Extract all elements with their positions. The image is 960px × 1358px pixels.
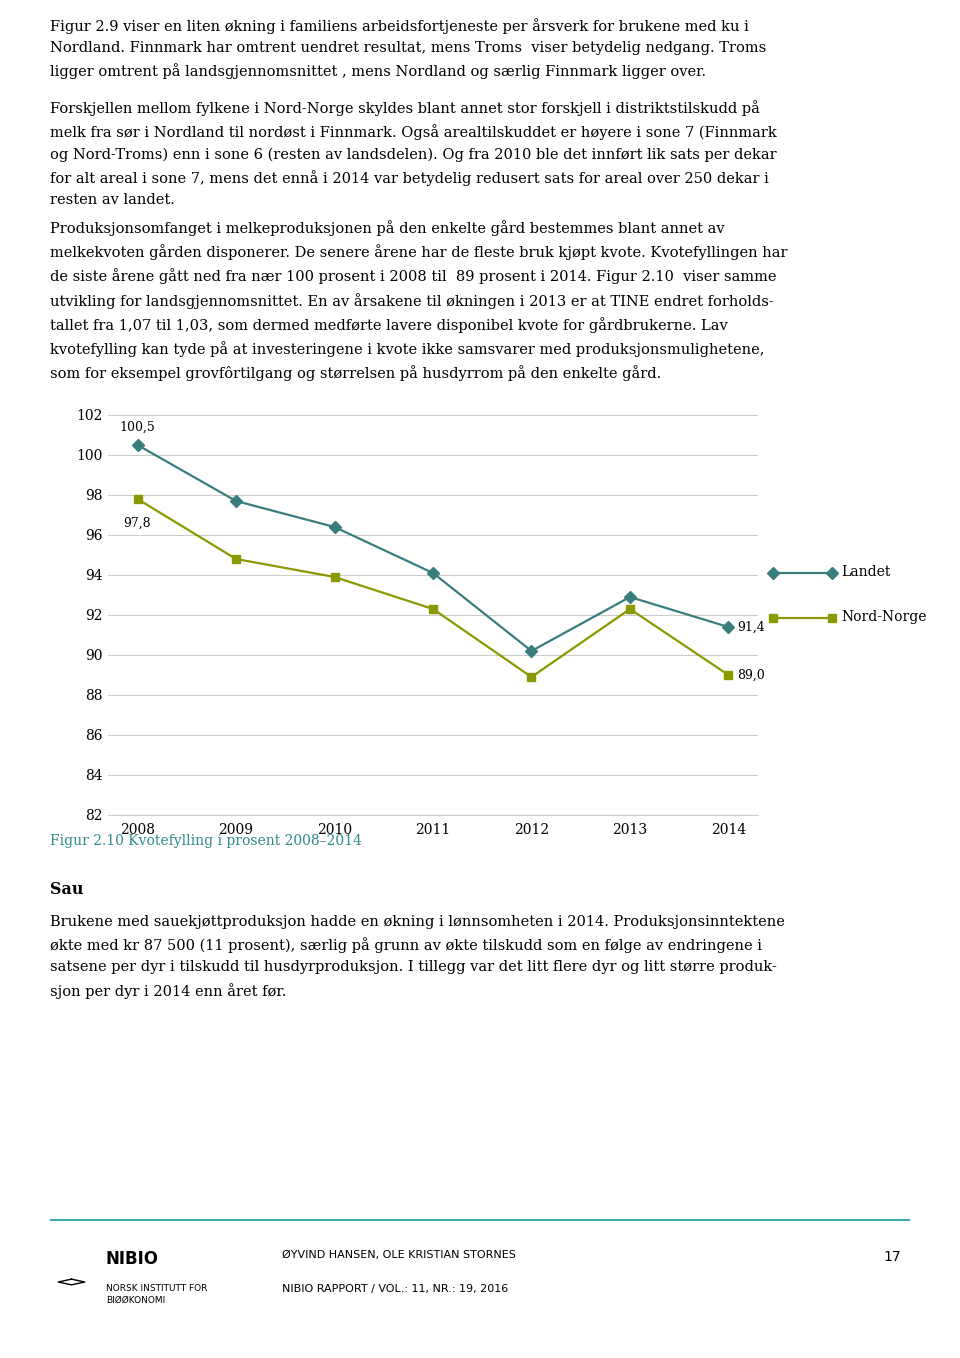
Text: Brukene med sauekjøttproduksjon hadde en økning i lønnsomheten i 2014. Produksjo: Brukene med sauekjøttproduksjon hadde en… <box>50 915 785 998</box>
Text: ØYVIND HANSEN, OLE KRISTIAN STORNES: ØYVIND HANSEN, OLE KRISTIAN STORNES <box>282 1249 516 1260</box>
Text: Nord-Norge: Nord-Norge <box>841 611 926 625</box>
Text: NORSK INSTITUTT FOR
BIØØKONOMI: NORSK INSTITUTT FOR BIØØKONOMI <box>106 1285 207 1305</box>
Text: Figur 2.9 viser en liten økning i familiens arbeidsfortjeneste per årsverk for b: Figur 2.9 viser en liten økning i famili… <box>50 18 766 79</box>
Text: Landet: Landet <box>841 565 891 580</box>
Text: NIBIO RAPPORT / VOL.: 11, NR.: 19, 2016: NIBIO RAPPORT / VOL.: 11, NR.: 19, 2016 <box>282 1285 509 1294</box>
Text: 17: 17 <box>884 1249 901 1264</box>
Text: Figur 2.10 Kvotefylling i prosent 2008–2014: Figur 2.10 Kvotefylling i prosent 2008–2… <box>50 834 362 847</box>
Text: 100,5: 100,5 <box>120 421 156 435</box>
Text: 97,8: 97,8 <box>124 517 152 530</box>
Text: Sau: Sau <box>50 881 84 899</box>
Text: NIBIO: NIBIO <box>106 1249 159 1268</box>
Text: Produksjonsomfanget i melkeproduksjonen på den enkelte gård bestemmes blant anne: Produksjonsomfanget i melkeproduksjonen … <box>50 220 787 382</box>
Text: Forskjellen mellom fylkene i Nord-Norge skyldes blant annet stor forskjell i dis: Forskjellen mellom fylkene i Nord-Norge … <box>50 100 777 208</box>
Text: 91,4: 91,4 <box>736 621 764 633</box>
Text: 89,0: 89,0 <box>736 668 764 682</box>
